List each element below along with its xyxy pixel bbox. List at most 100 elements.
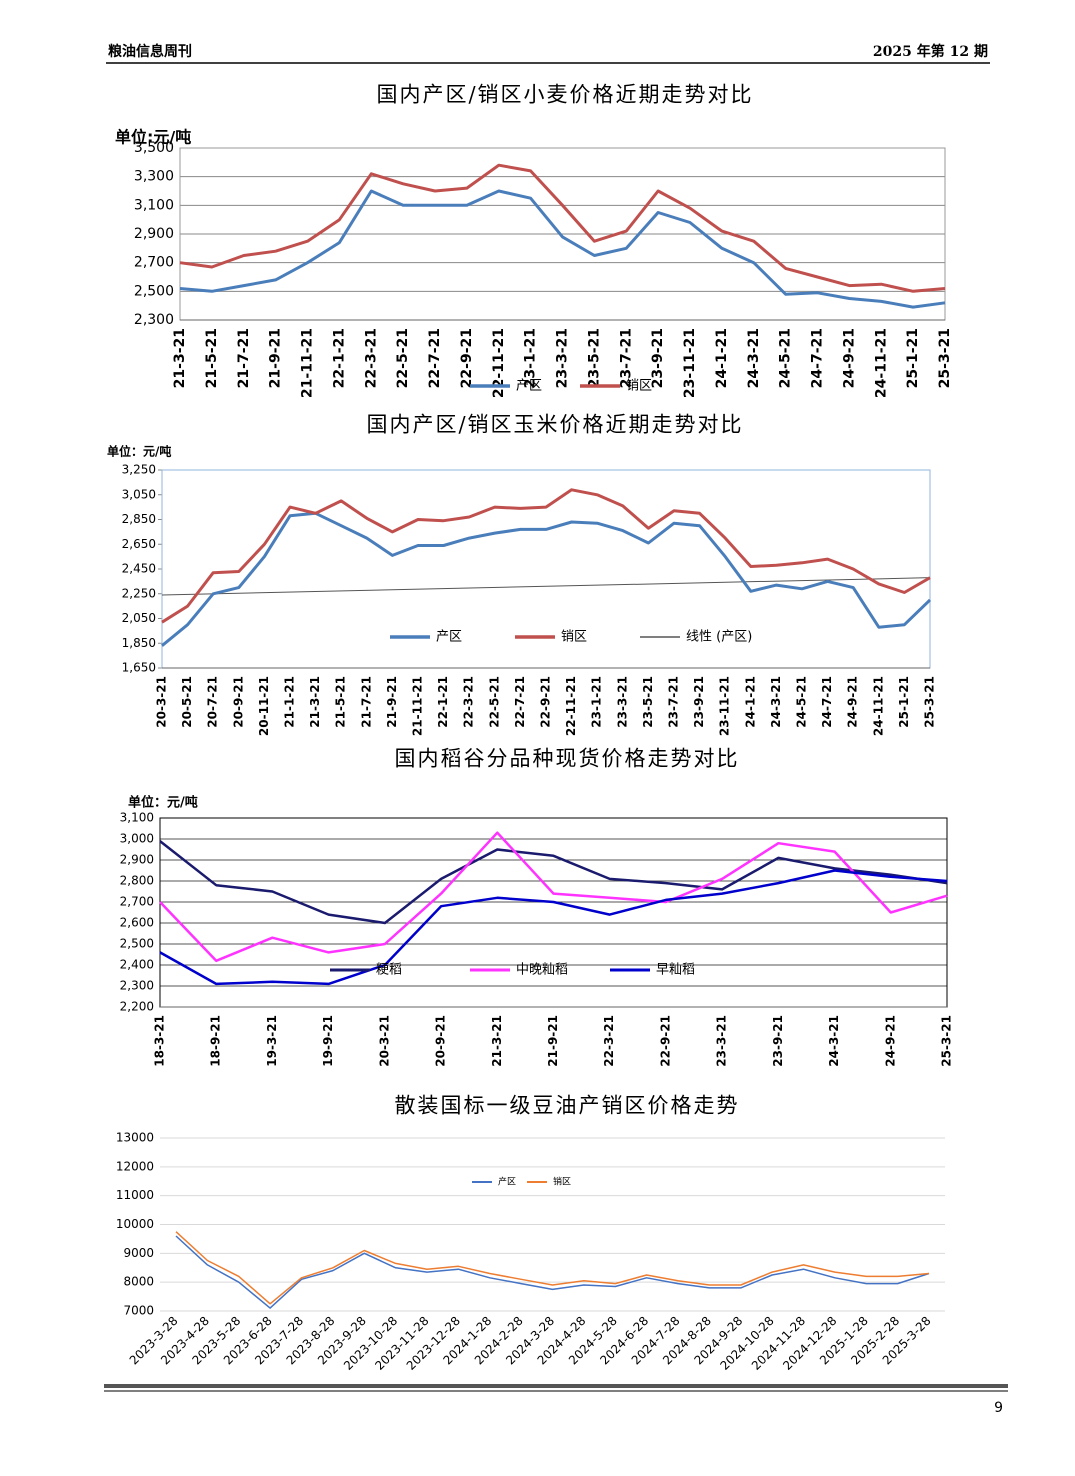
y-tick-label: 2,500 (134, 283, 174, 299)
x-tick-label: 24-1-21 (714, 328, 730, 388)
x-tick-label: 20-5-21 (180, 676, 194, 728)
legend-label: 销区 (553, 1176, 571, 1188)
x-tick-label: 21-5-21 (334, 676, 348, 728)
trend-line (161, 577, 931, 596)
x-tick-label: 23-9-21 (692, 676, 706, 728)
legend-label: 产区 (498, 1176, 516, 1188)
y-tick-label: 3,050 (122, 487, 156, 501)
x-tick-label: 23-1-21 (590, 676, 604, 728)
y-tick-label: 2,200 (120, 1000, 154, 1014)
x-tick-label: 21-3-21 (490, 1015, 504, 1067)
y-tick-label: 2,800 (120, 874, 154, 888)
y-tick-label: 2,450 (122, 562, 156, 576)
x-tick-label: 20-11-21 (257, 676, 271, 736)
legend-label: 早籼稻 (656, 963, 695, 978)
x-tick-label: 23-7-21 (667, 676, 681, 728)
x-tick-label: 22-3-21 (363, 328, 379, 388)
x-tick-label: 25-3-21 (937, 328, 953, 388)
legend-label: 销区 (561, 630, 587, 645)
unit-label: 单位：元/吨 (107, 444, 171, 459)
x-tick-label: 23-3-21 (615, 676, 629, 728)
y-tick-label: 7000 (123, 1304, 154, 1318)
x-tick-label: 19-3-21 (265, 1015, 279, 1067)
legend-label: 销区 (626, 379, 652, 394)
y-tick-label: 8000 (123, 1275, 154, 1289)
y-tick-label: 2,700 (134, 255, 174, 271)
x-tick-label: 20-9-21 (231, 676, 245, 728)
x-tick-label: 24-1-21 (743, 676, 757, 728)
series-line (175, 1235, 930, 1309)
x-tick-label: 23-3-21 (555, 328, 571, 388)
x-tick-label: 24-5-21 (778, 328, 794, 388)
legend-label: 线性 (产区) (686, 630, 752, 645)
x-tick-label: 21-11-21 (300, 328, 316, 398)
x-tick-label: 22-9-21 (658, 1015, 672, 1067)
x-tick-label: 24-11-21 (873, 328, 889, 398)
chart-title: 散装国标一级豆油产销区价格走势 (395, 1094, 740, 1118)
legend-label: 粳稻 (376, 963, 402, 978)
y-tick-label: 9000 (123, 1246, 154, 1260)
x-tick-label: 24-3-21 (769, 676, 783, 728)
x-tick-label: 25-3-21 (940, 1015, 954, 1067)
legend-label: 产区 (516, 379, 542, 394)
unit-label: 单位：元/吨 (128, 795, 198, 811)
x-tick-label: 21-3-21 (172, 328, 188, 388)
header-right: 2025 年第 12 期 (873, 43, 988, 60)
x-tick-label: 23-9-21 (771, 1015, 785, 1067)
x-tick-label: 23-1-21 (523, 328, 539, 388)
header-left: 粮油信息周刊 (108, 43, 192, 60)
x-tick-label: 22-1-21 (331, 328, 347, 388)
x-tick-label: 22-1-21 (436, 676, 450, 728)
x-tick-label: 24-7-21 (810, 328, 826, 388)
x-tick-label: 20-7-21 (206, 676, 220, 728)
y-tick-label: 13000 (116, 1131, 154, 1145)
x-tick-label: 24-5-21 (795, 676, 809, 728)
y-tick-label: 2,700 (120, 895, 154, 909)
series-line (175, 1231, 930, 1305)
x-tick-label: 24-9-21 (883, 1015, 897, 1067)
series-line (161, 511, 932, 647)
x-tick-label: 23-5-21 (586, 328, 602, 388)
x-tick-label: 18-9-21 (209, 1015, 223, 1067)
y-tick-label: 2,650 (122, 537, 156, 551)
x-tick-label: 21-7-21 (236, 328, 252, 388)
y-tick-label: 2,250 (122, 586, 156, 600)
legend-label: 中晚籼稻 (516, 963, 568, 978)
x-tick-label: 23-9-21 (650, 328, 666, 388)
x-tick-label: 24-9-21 (846, 676, 860, 728)
x-tick-label: 24-3-21 (746, 328, 762, 388)
x-tick-label: 21-5-21 (204, 328, 220, 388)
series-line (179, 163, 946, 293)
y-tick-label: 3,100 (120, 811, 154, 825)
y-tick-label: 2,050 (122, 611, 156, 625)
x-tick-label: 22-9-21 (459, 328, 475, 388)
x-tick-label: 25-1-21 (905, 328, 921, 388)
x-tick-label: 20-9-21 (434, 1015, 448, 1067)
series-line (161, 488, 931, 624)
y-tick-label: 2,900 (134, 226, 174, 242)
x-tick-label: 23-7-21 (618, 328, 634, 388)
y-tick-label: 3,300 (134, 169, 174, 185)
x-tick-label: 22-11-21 (564, 676, 578, 736)
y-tick-label: 3,250 (122, 463, 156, 477)
y-tick-label: 11000 (116, 1188, 154, 1202)
x-tick-label: 21-1-21 (283, 676, 297, 728)
x-tick-label: 20-3-21 (155, 676, 169, 728)
y-tick-label: 2,300 (120, 979, 154, 993)
chart-title: 国内产区/销区小麦价格近期走势对比 (376, 83, 753, 107)
series-line (159, 840, 948, 925)
x-tick-label: 21-11-21 (411, 676, 425, 736)
y-tick-label: 3,500 (134, 140, 174, 156)
y-tick-label: 2,600 (120, 916, 154, 930)
chart-title: 国内稻谷分品种现货价格走势对比 (395, 747, 740, 771)
x-tick-label: 24-7-21 (820, 676, 834, 728)
y-tick-label: 3,000 (120, 832, 154, 846)
unit-label: 单位:元/吨 (115, 128, 191, 147)
y-tick-label: 2,500 (120, 937, 154, 951)
x-tick-label: 23-5-21 (641, 676, 655, 728)
x-tick-label: 18-3-21 (153, 1015, 167, 1067)
x-tick-label: 21-9-21 (546, 1015, 560, 1067)
x-tick-label: 23-3-21 (715, 1015, 729, 1067)
x-tick-label: 25-3-21 (923, 676, 937, 728)
